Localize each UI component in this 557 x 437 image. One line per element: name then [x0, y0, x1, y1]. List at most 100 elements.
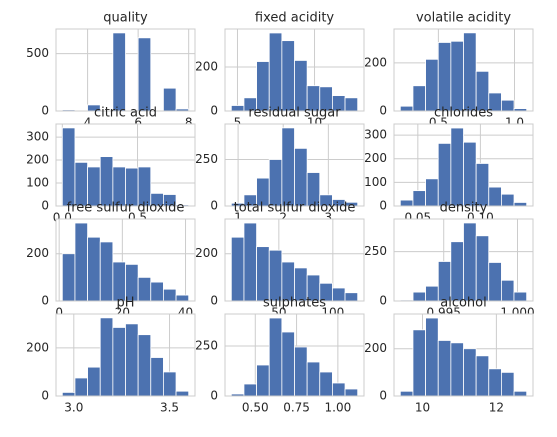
subplot: 1 2 3 0 250 residual sugar — [195, 106, 365, 225]
histogram-bar — [163, 288, 177, 302]
subplot-title: fixed acidity — [255, 11, 335, 26]
histogram-bar — [99, 241, 114, 302]
axes-frame — [393, 218, 534, 302]
axes-frame — [224, 313, 365, 397]
histogram-bar — [344, 97, 359, 112]
histogram-bar — [268, 249, 283, 302]
histogram-bar — [281, 40, 295, 112]
y-tick-label: 0 — [41, 104, 49, 118]
x-tick-label: 8 — [185, 116, 193, 130]
y-tick-label: 200 — [364, 151, 387, 165]
histogram-bar — [74, 161, 88, 207]
histogram-bar — [425, 178, 439, 207]
axes-frame — [224, 28, 365, 112]
subplot-title: pH — [116, 296, 134, 311]
subplot-title: density — [440, 201, 488, 216]
y-tick-label: 300 — [26, 130, 49, 144]
histogram-bar — [137, 37, 152, 112]
y-tick-label: 0 — [210, 294, 218, 308]
histogram-bar — [99, 156, 114, 207]
histogram-bar — [243, 222, 257, 302]
histogram-bar — [137, 276, 152, 302]
y-tick-label: 200 — [364, 341, 387, 355]
axes-frame — [393, 28, 534, 112]
histogram-bar — [163, 87, 177, 112]
histogram-bar — [61, 391, 76, 397]
axes-frame — [224, 123, 365, 207]
x-tick-label: 0.75 — [283, 401, 310, 415]
y-tick-label: 0 — [41, 199, 49, 213]
x-tick-label: 4 — [84, 116, 92, 130]
histogram-bar — [306, 361, 321, 397]
x-tick-label: 1.00 — [325, 401, 352, 415]
histogram-bar — [412, 329, 426, 397]
histogram-bar — [463, 32, 477, 112]
y-tick-label: 0 — [379, 389, 387, 403]
axes-frame — [55, 218, 196, 302]
histogram-bar — [150, 281, 164, 302]
histogram-bar — [243, 383, 257, 397]
axes-frame — [55, 123, 196, 207]
histogram-bar — [501, 193, 515, 207]
histogram-bar — [163, 371, 177, 397]
histogram-bar — [399, 105, 414, 112]
subplot-title: total sulfur dioxide — [234, 201, 356, 216]
histogram-bar — [175, 294, 190, 302]
subplot-title: residual sugar — [248, 106, 341, 121]
histogram-bar — [463, 222, 477, 302]
y-tick-label: 200 — [26, 153, 49, 167]
histogram-bar — [437, 340, 452, 397]
x-tick-label: 3 — [325, 211, 333, 225]
histogram-bar — [488, 368, 502, 397]
histogram-bar — [513, 390, 528, 397]
histogram-bar — [61, 127, 76, 207]
histogram-bar — [332, 382, 346, 397]
y-tick-label: 0 — [379, 104, 387, 118]
histogram-bar — [99, 317, 114, 397]
y-tick-label: 200 — [26, 340, 49, 354]
histogram-bar — [319, 371, 333, 397]
histogram-bar — [450, 127, 464, 207]
subplot-title: volatile acidity — [416, 11, 511, 26]
y-tick-label: 250 — [195, 152, 218, 166]
histogram-bar — [475, 355, 490, 397]
y-tick-label: 0 — [41, 389, 49, 403]
histogram-bar — [344, 388, 359, 397]
histogram-bar — [463, 141, 477, 207]
histogram-bar — [450, 40, 464, 112]
histogram-bar — [112, 327, 126, 397]
subplot-title: citric acid — [94, 106, 157, 121]
subplot-title: quality — [103, 11, 148, 26]
histogram-bar — [268, 32, 283, 112]
subplot: 10 12 0 200 alcohol — [364, 296, 534, 415]
y-tick-label: 200 — [364, 55, 387, 69]
histogram-bar — [344, 292, 359, 302]
histogram-bar — [256, 246, 270, 302]
histogram-bar — [125, 323, 139, 397]
x-tick-label: 0 — [55, 306, 63, 320]
histogram-bar — [150, 357, 164, 397]
histogram-bar — [501, 279, 515, 302]
x-tick-label: 3.5 — [160, 401, 179, 415]
histogram-bar — [281, 331, 295, 397]
subplot-title: free sulfur dioxide — [67, 201, 185, 216]
histogram-bar — [230, 236, 245, 302]
histogram-bar — [412, 291, 426, 302]
histogram-bar — [437, 142, 452, 207]
x-tick-label: 3.0 — [64, 401, 83, 415]
histogram-bar — [450, 241, 464, 302]
subplot: 4 6 8 0 500 quality — [26, 11, 196, 130]
histogram-bar — [425, 58, 439, 112]
axes-frame — [393, 123, 534, 207]
histogram-bar — [112, 32, 126, 112]
histogram-bar — [74, 222, 88, 302]
histogram-bar — [437, 42, 452, 112]
subplot-title: alcohol — [440, 296, 486, 311]
